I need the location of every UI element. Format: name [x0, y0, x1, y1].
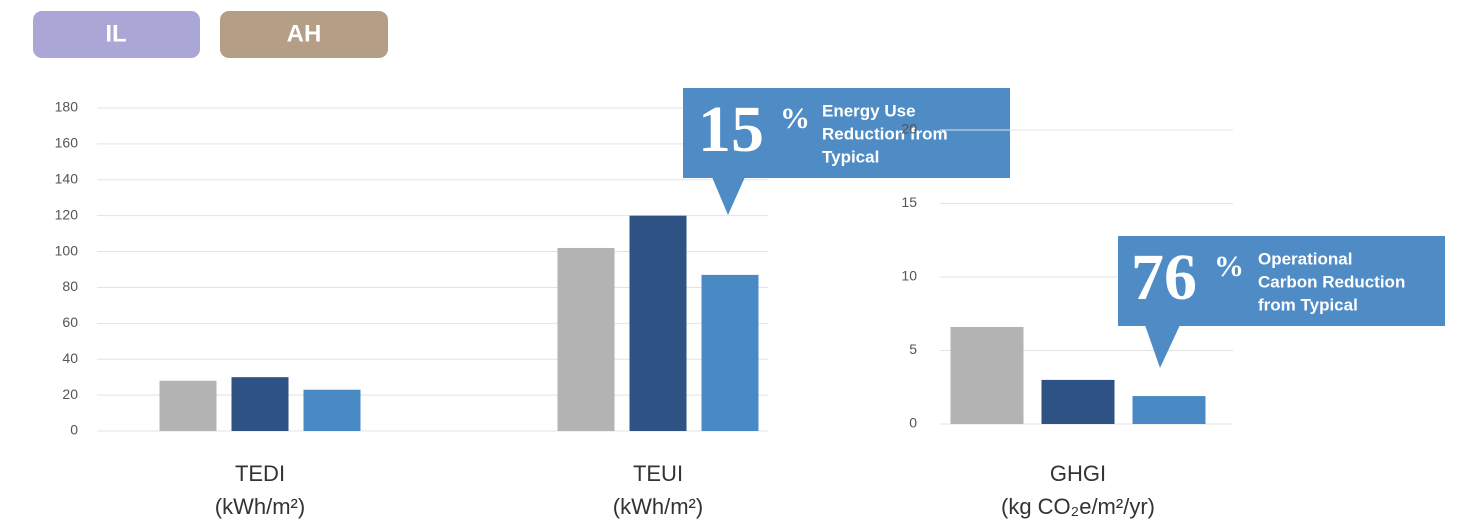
- y-tick-label: 40: [62, 350, 78, 366]
- ah-button[interactable]: [220, 11, 388, 58]
- bar: [231, 377, 289, 431]
- category-unit: (kWh/m²): [613, 494, 703, 519]
- y-tick-label: 180: [55, 99, 79, 115]
- y-tick-label: 20: [901, 121, 917, 137]
- callout-unit: %: [1214, 250, 1244, 283]
- callout-box: [683, 88, 1010, 178]
- bar: [1041, 379, 1115, 424]
- callout-text: Reduction from: [822, 124, 948, 143]
- category-label: GHGI: [1050, 461, 1106, 486]
- y-tick-label: 60: [62, 314, 78, 330]
- bar: [629, 215, 687, 431]
- il-label: IL: [105, 20, 126, 47]
- y-tick-label: 5: [909, 341, 917, 357]
- callout-number: 76: [1131, 241, 1197, 314]
- y-tick-label: 20: [62, 386, 78, 402]
- y-tick-label: 100: [55, 242, 79, 258]
- category-unit: (kg CO₂e/m²/yr): [1001, 494, 1155, 519]
- y-tick-label: 120: [55, 206, 79, 222]
- y-tick-label: 10: [901, 268, 917, 284]
- category-unit: (kWh/m²): [215, 494, 305, 519]
- callout-text: Typical: [822, 147, 879, 166]
- bar: [557, 247, 615, 431]
- y-tick-label: 15: [901, 194, 917, 210]
- callout-pointer: [1145, 325, 1180, 368]
- bar: [950, 326, 1024, 424]
- callout-text: Energy Use: [822, 101, 916, 120]
- callout-text: Operational: [1258, 249, 1352, 268]
- y-tick-label: 80: [62, 278, 78, 294]
- y-tick-label: 0: [70, 422, 78, 438]
- bar: [701, 274, 759, 431]
- callout-pointer: [712, 177, 745, 215]
- y-tick-label: 160: [55, 135, 79, 151]
- y-tick-label: 0: [909, 415, 917, 431]
- callout-unit: %: [780, 102, 810, 135]
- callout-number: 15: [698, 93, 764, 166]
- callout-text: Carbon Reduction: [1258, 272, 1405, 291]
- callout-text: from Typical: [1258, 295, 1358, 314]
- bar: [159, 380, 217, 431]
- category-label: TEUI: [633, 461, 683, 486]
- y-tick-label: 140: [55, 170, 79, 186]
- bar: [1132, 396, 1206, 424]
- category-label: TEDI: [235, 461, 285, 486]
- callout-box: [1118, 236, 1445, 326]
- il-button[interactable]: [33, 11, 200, 58]
- ah-label: AH: [287, 20, 322, 47]
- bar: [303, 389, 361, 431]
